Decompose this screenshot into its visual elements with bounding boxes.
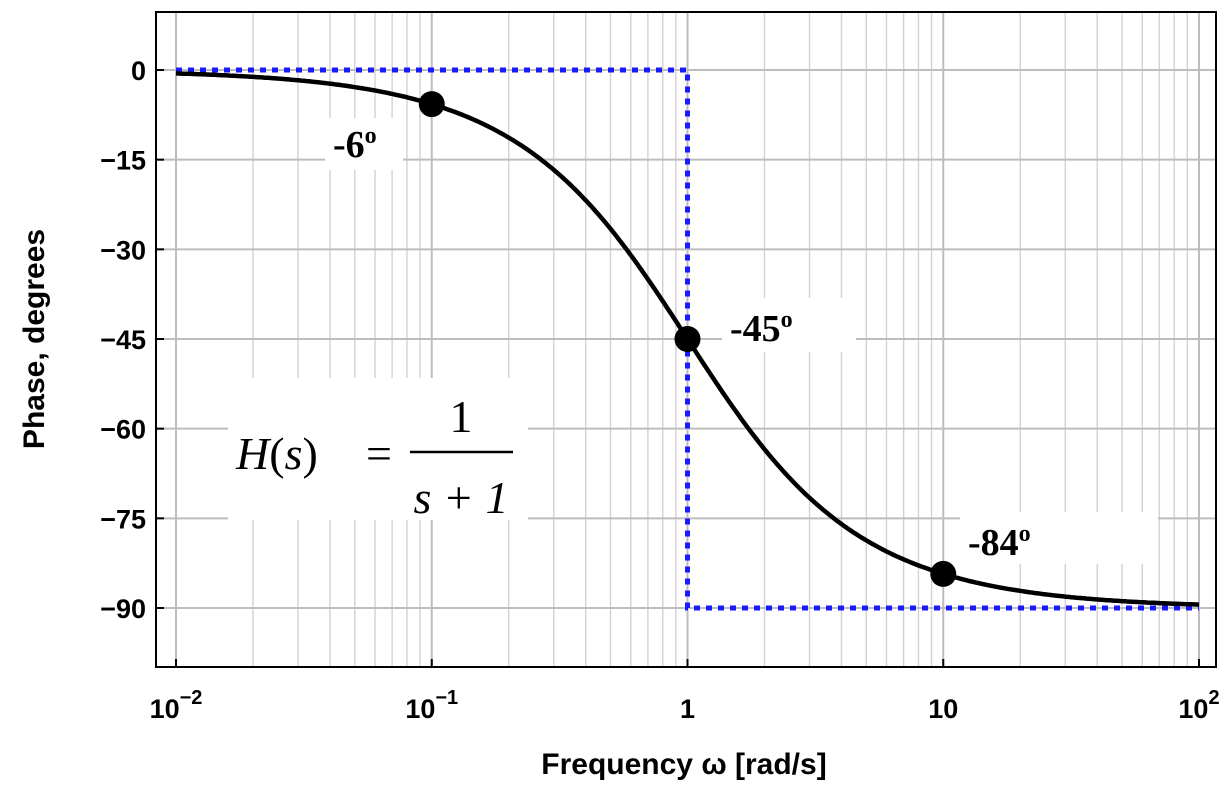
x-tick-base: 10 [928, 694, 958, 724]
x-tick-exponent: −2 [180, 687, 203, 709]
y-tick-label: −30 [100, 235, 146, 265]
y-tick-label: −15 [100, 146, 146, 176]
x-tick-label: 10−1 [405, 687, 458, 724]
annotation-bg-6 [325, 118, 403, 170]
data-point [674, 326, 701, 352]
y-tick-label: −60 [100, 415, 146, 445]
annotation-label-45: -45o [730, 307, 793, 350]
degree-sign: o [781, 307, 793, 333]
x-tick-label: 10 [928, 694, 958, 724]
formula-function-name: H [235, 428, 272, 479]
y-tick-label: −75 [100, 504, 146, 534]
x-tick-exponent: −1 [435, 687, 458, 709]
y-axis-ticks: 0 −15 −30 −45 −60 −75 −90 [100, 56, 164, 624]
x-tick-label: 1 [680, 694, 695, 724]
annotation-bg-84 [960, 512, 1158, 564]
x-tick-base: 1 [680, 694, 695, 724]
x-axis-ticks: 10−2 10−1 1 10 102 [150, 659, 1220, 724]
annotation-value-45: -45 [730, 308, 781, 350]
x-tick-base: 10 [1178, 694, 1208, 724]
formula-open-paren: ( [269, 428, 284, 479]
degree-sign: o [365, 123, 377, 149]
x-tick-base: 10 [405, 694, 435, 724]
data-point [418, 91, 445, 118]
annotation-value-6: -6 [333, 124, 365, 166]
formula-argument: s [285, 428, 303, 479]
formula-lhs: H(s) [235, 428, 318, 479]
y-tick-label: −45 [100, 325, 146, 355]
formula-numerator: 1 [450, 391, 473, 442]
formula-background [228, 378, 528, 520]
formula-denominator: s + 1 [414, 472, 509, 523]
transfer-function-formula: H(s) = 1 s + 1 [228, 378, 528, 523]
y-axis-title: Phase, degrees [18, 229, 51, 449]
annotation-label-6: -6o [333, 123, 377, 166]
annotation-value-84: -84 [968, 522, 1019, 564]
y-tick-label: 0 [131, 56, 146, 86]
x-tick-label: 102 [1178, 687, 1219, 724]
degree-sign: o [1019, 521, 1031, 547]
x-tick-label: 10−2 [150, 687, 203, 724]
formula-close-paren: ) [302, 428, 317, 479]
x-axis-title: Frequency ω [rad/s] [541, 748, 826, 781]
x-tick-exponent: 2 [1208, 687, 1219, 709]
annotation-bg-45 [722, 298, 856, 352]
data-point [930, 560, 957, 587]
formula-equals: = [366, 428, 392, 479]
x-tick-base: 10 [150, 694, 180, 724]
y-tick-label: −90 [100, 594, 146, 624]
annotation-label-84: -84o [968, 521, 1031, 564]
data-points [418, 91, 957, 587]
